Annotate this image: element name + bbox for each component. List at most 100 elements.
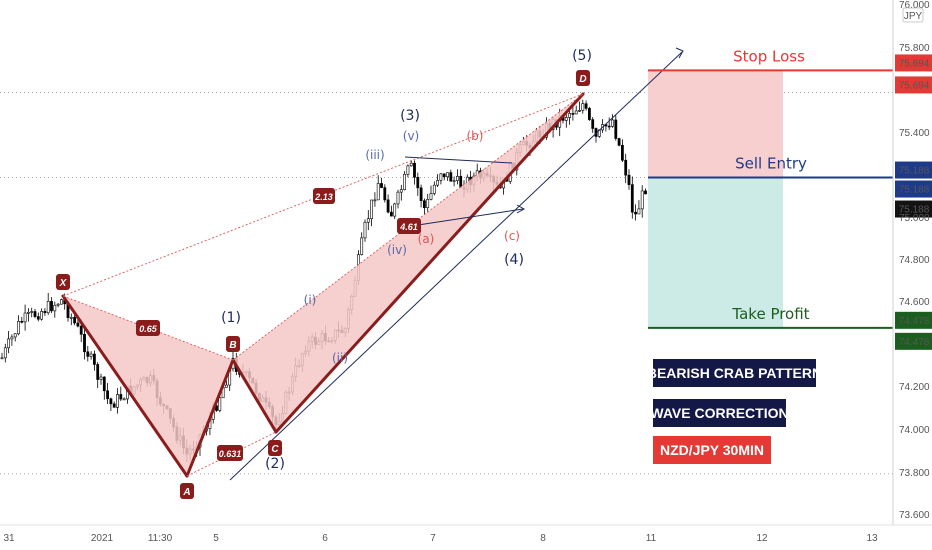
point-label-c: C — [271, 444, 279, 455]
wave-label: (2) — [265, 456, 285, 472]
ratio-badge — [397, 218, 421, 234]
annotation-text: BEARISH CRAB PATTERN — [647, 365, 822, 381]
reward-zone — [648, 177, 783, 328]
price-tag — [895, 180, 932, 198]
candle-body — [89, 353, 93, 357]
leg-cd — [274, 92, 585, 434]
candle-body — [43, 311, 47, 314]
y-tick-label: 73.600 — [899, 510, 930, 521]
point-badge-x — [56, 274, 70, 290]
wave-label: (a) — [418, 232, 435, 246]
point-label-d: D — [579, 74, 586, 85]
annotation-text: NZD/JPY 30MIN — [660, 442, 764, 458]
candle-body — [96, 364, 100, 380]
candle-body — [83, 333, 86, 353]
point-label-a: A — [182, 487, 190, 498]
candle-body — [389, 211, 393, 217]
wave-label: (1) — [221, 310, 241, 326]
risk-reward-zones — [648, 70, 783, 328]
candle-body — [571, 113, 575, 115]
point-label-b: B — [229, 340, 236, 351]
candle-body — [109, 398, 113, 405]
x-tick-label: 2021 — [91, 533, 114, 544]
currency-box — [902, 7, 924, 23]
ratio-badge — [136, 320, 160, 336]
candle-body — [79, 325, 83, 335]
candle-body — [630, 184, 634, 213]
candle-body — [574, 110, 578, 115]
candle-body — [644, 190, 647, 195]
candle-body — [399, 189, 403, 193]
price-tag-text: 75.188 — [899, 166, 930, 177]
crab-pattern — [61, 47, 684, 481]
y-tick-label: 76.000 — [899, 0, 930, 11]
candle-body — [33, 311, 37, 317]
candle-body — [634, 211, 638, 215]
wave-label: (iii) — [365, 148, 384, 162]
wave-label: (i) — [304, 293, 317, 307]
price-tag-text: 75.188 — [899, 205, 930, 216]
wave-label: (5) — [572, 48, 592, 64]
candle-body — [393, 203, 397, 217]
candle-body — [373, 199, 377, 202]
candle-body — [396, 191, 400, 205]
wave-label: (4) — [504, 252, 524, 268]
candle-body — [112, 403, 116, 408]
point-badge-d — [576, 70, 590, 86]
candle-body — [370, 199, 374, 220]
candle-body — [366, 218, 370, 223]
candle-body — [46, 301, 50, 314]
candle-body — [564, 117, 568, 121]
candle-body — [56, 303, 60, 306]
candle-body — [36, 316, 40, 320]
candle-body — [10, 336, 14, 340]
candle-body — [422, 200, 426, 209]
candle-body — [93, 353, 96, 365]
leg-bc — [231, 358, 278, 434]
candle-body — [386, 199, 390, 213]
price-tag — [895, 332, 932, 350]
candle-body — [7, 338, 11, 349]
candle-body — [403, 173, 407, 190]
take-profit-label: Take Profit — [731, 305, 809, 323]
candle-body — [59, 299, 63, 305]
price-tag — [895, 161, 932, 179]
x-tick-label: 12 — [756, 533, 768, 544]
channel-arrowhead — [675, 47, 684, 59]
bcd-triangle — [233, 94, 583, 432]
candle-body — [119, 394, 123, 400]
candle-body — [3, 347, 7, 359]
candle-body — [50, 301, 53, 312]
ratio-line-xd — [62, 93, 584, 297]
candle-body — [439, 173, 443, 181]
candle-body — [426, 199, 430, 209]
wave-label: (c) — [504, 229, 520, 243]
xab-triangle — [63, 296, 233, 476]
wave-label: (v) — [403, 129, 419, 143]
candle-body — [449, 172, 453, 182]
x-tick-label: 11 — [646, 533, 657, 544]
y-tick-label: 75.400 — [899, 128, 930, 139]
candle-body — [446, 172, 449, 178]
ratio-badge — [313, 188, 335, 204]
price-tag-text: 75.694 — [899, 58, 930, 69]
price-tag-text: 74.478 — [899, 337, 930, 348]
candle-body — [383, 187, 387, 201]
triangle-lower-line — [404, 208, 524, 228]
candle-body — [584, 103, 588, 109]
candle-body — [40, 311, 44, 320]
y-tick-label: 74.800 — [899, 255, 930, 266]
candle-body — [116, 394, 119, 408]
x-tick-label: 7 — [430, 533, 436, 544]
candle-body — [99, 376, 103, 380]
candlesticks — [0, 99, 647, 462]
candle-body — [225, 384, 228, 388]
candle-body — [0, 357, 4, 360]
candle-body — [640, 190, 644, 210]
candle-body — [614, 119, 618, 139]
ratio-label: 0.65 — [139, 324, 158, 334]
candle-body — [30, 311, 34, 313]
point-label-x: X — [59, 278, 68, 289]
candle-body — [86, 351, 90, 357]
